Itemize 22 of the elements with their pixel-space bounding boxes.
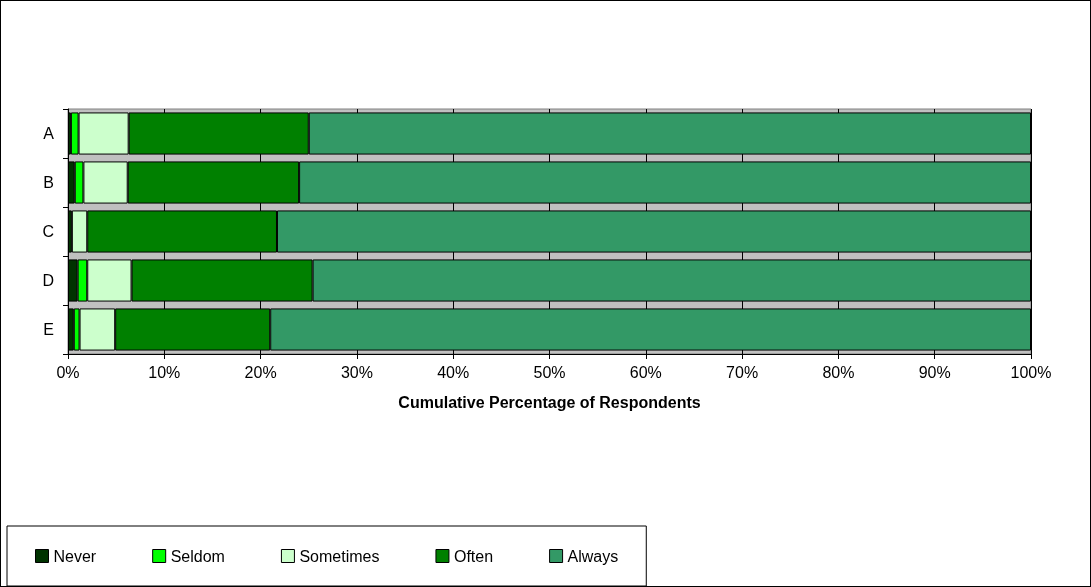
x-tick-label: 50% (533, 363, 566, 381)
x-tick-label: 10% (148, 363, 181, 381)
x-tick-label: 30% (340, 363, 373, 381)
x-tick-label: 20% (244, 363, 277, 381)
x-tick-label: 60% (629, 363, 662, 381)
x-tick-label: 70% (726, 363, 759, 381)
y-tick-label: A (43, 125, 55, 142)
y-tick-label: C (42, 223, 54, 240)
legend-label: Sometimes (299, 547, 380, 565)
legend-label: Never (53, 547, 97, 565)
x-tick-label: 100% (1010, 363, 1052, 381)
legend-label: Often (453, 547, 494, 565)
legend-label: Always (567, 547, 619, 565)
x-tick-label: 80% (822, 363, 855, 381)
x-tick-label: 40% (437, 363, 470, 381)
x-axis-title: Cumulative Percentage of Respondents (398, 393, 701, 411)
y-tick-label: D (42, 272, 54, 289)
legend-label: Seldom (170, 547, 225, 565)
x-tick-label: 90% (918, 363, 951, 381)
x-tick-label: 0% (56, 363, 80, 381)
y-tick-label: E (43, 321, 54, 338)
y-tick-label: B (43, 174, 54, 191)
